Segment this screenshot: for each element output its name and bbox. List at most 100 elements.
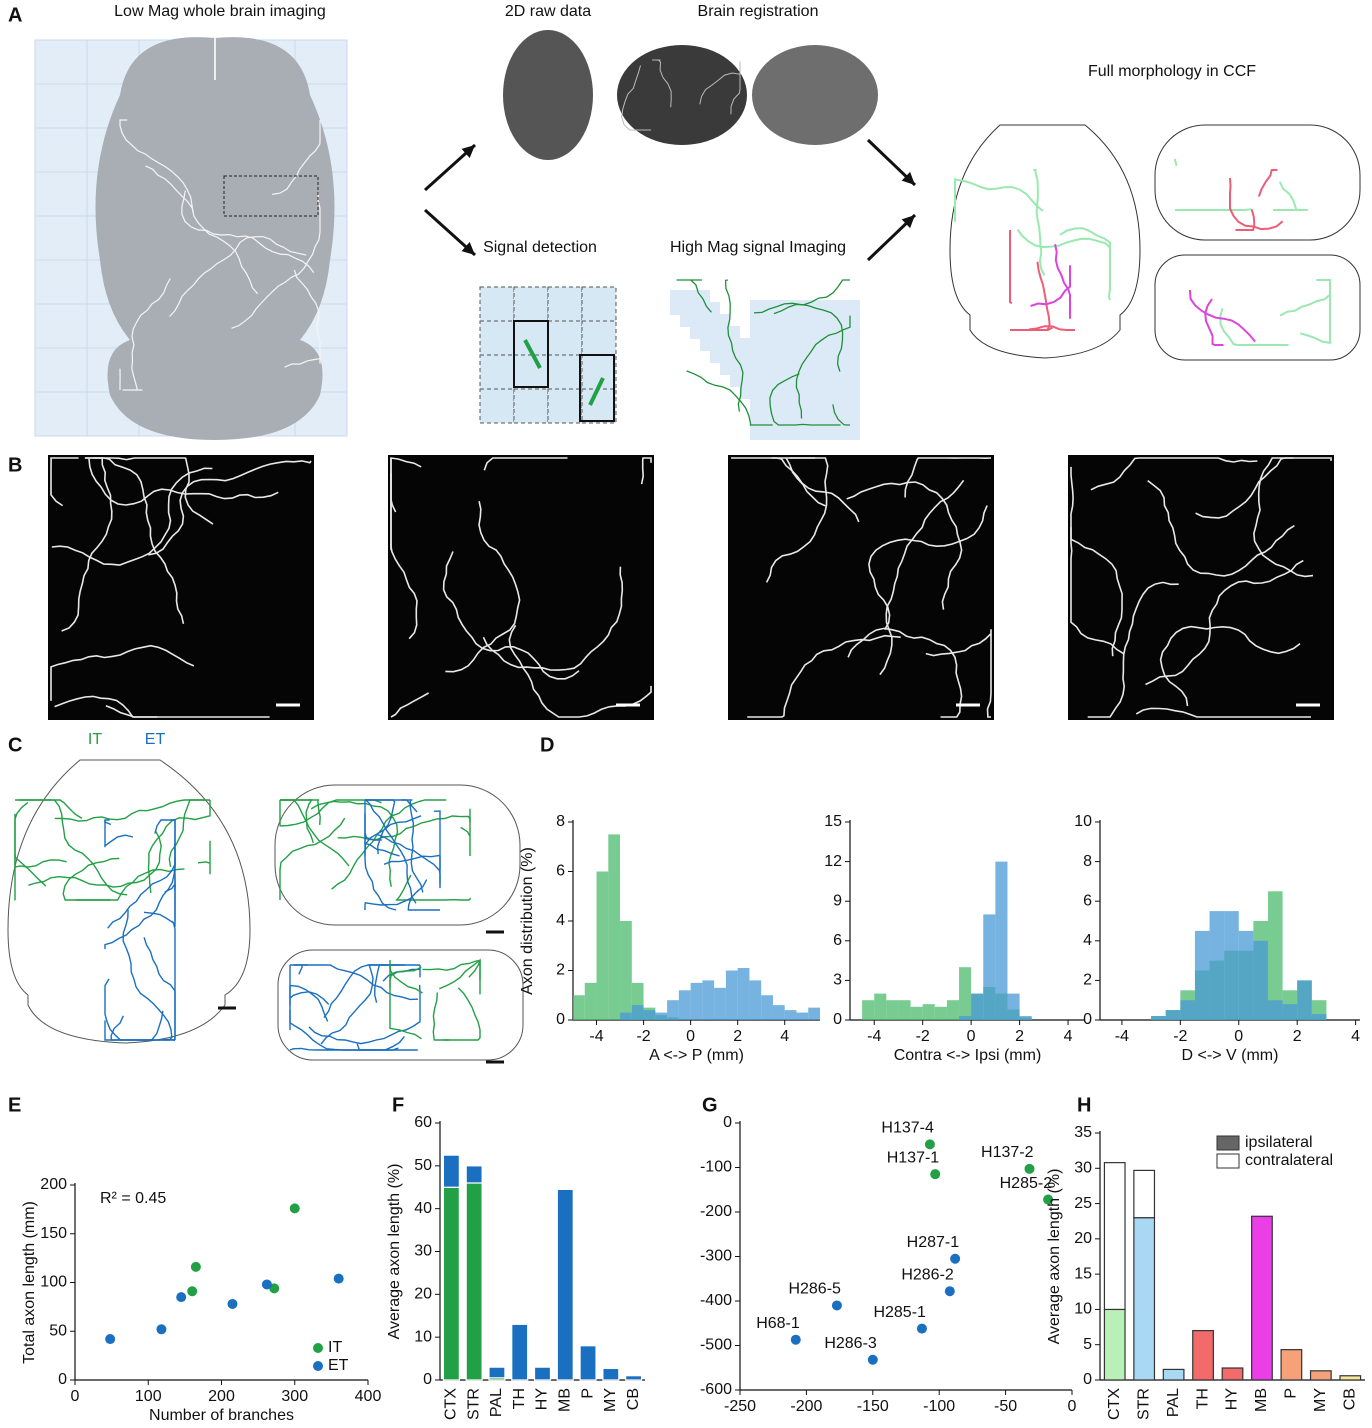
neurite bbox=[640, 457, 652, 485]
x-tick-label: -50 bbox=[994, 1398, 1017, 1415]
brain-outline bbox=[7, 759, 251, 1044]
x-axis-title: Number of branches bbox=[149, 1407, 294, 1424]
neurite bbox=[1070, 466, 1123, 657]
histogram-bar bbox=[784, 1010, 797, 1020]
neurite bbox=[868, 505, 988, 631]
x-tick-label: P bbox=[579, 1388, 596, 1399]
x-tick-label: STR bbox=[465, 1388, 482, 1420]
signal bbox=[523, 339, 542, 369]
neurite bbox=[310, 800, 399, 887]
point-label: H137-1 bbox=[887, 1149, 940, 1166]
y-tick-label: -600 bbox=[700, 1381, 732, 1398]
neurite bbox=[699, 67, 741, 105]
x-tick-label: CTX bbox=[1106, 1388, 1123, 1420]
bar bbox=[1192, 1329, 1214, 1381]
y-tick-label: 8 bbox=[556, 813, 565, 830]
neurite bbox=[364, 897, 413, 910]
y-tick-label: -200 bbox=[700, 1203, 732, 1220]
neurite bbox=[389, 966, 422, 989]
histogram-bar bbox=[1297, 980, 1312, 1020]
y-tick-label: 50 bbox=[49, 1322, 67, 1339]
bar bbox=[1103, 1162, 1126, 1311]
arrow-head bbox=[461, 145, 475, 158]
histogram-bar bbox=[995, 861, 1008, 1020]
legend-marker bbox=[313, 1343, 323, 1353]
tile bbox=[34, 215, 88, 261]
neurite bbox=[1235, 209, 1256, 231]
bar bbox=[579, 1345, 597, 1381]
histogram-bar bbox=[761, 995, 773, 1020]
x-tick-label: 0 bbox=[967, 1028, 976, 1045]
bar bbox=[1221, 1367, 1244, 1381]
x-tick-label: 0 bbox=[1068, 1398, 1077, 1415]
x-tick-label: 0 bbox=[686, 1028, 695, 1045]
neurite bbox=[28, 830, 162, 888]
neurite bbox=[1219, 308, 1289, 346]
point bbox=[930, 1169, 941, 1180]
neurite bbox=[289, 965, 330, 1005]
neurite bbox=[1135, 707, 1311, 718]
histogram-bar bbox=[1180, 1000, 1195, 1020]
caption: Signal detection bbox=[483, 239, 597, 256]
y-tick-label: 25 bbox=[1074, 1195, 1092, 1212]
neurite bbox=[104, 1010, 164, 1041]
point bbox=[950, 1253, 961, 1264]
neurite bbox=[1028, 325, 1075, 331]
point bbox=[944, 1286, 955, 1297]
neurite bbox=[847, 627, 963, 718]
neurite bbox=[85, 457, 185, 624]
y-tick-label: 150 bbox=[40, 1225, 67, 1242]
histogram-bar bbox=[643, 1010, 656, 1020]
histogram-bar bbox=[749, 980, 762, 1020]
y-tick-label: 2 bbox=[556, 962, 565, 979]
point bbox=[333, 1273, 344, 1284]
neurite bbox=[122, 278, 171, 391]
tile bbox=[750, 300, 860, 440]
y-tick-label: 10 bbox=[1074, 1301, 1092, 1318]
arrow-head bbox=[901, 171, 915, 185]
y-tick-label: 0 bbox=[423, 1371, 432, 1388]
neurite bbox=[377, 833, 441, 889]
bar bbox=[442, 1154, 460, 1188]
x-axis-title: D <-> V (mm) bbox=[1182, 1047, 1279, 1064]
histogram-bar bbox=[608, 834, 621, 1020]
box bbox=[579, 354, 615, 422]
roi bbox=[223, 175, 319, 217]
neurite bbox=[390, 457, 422, 551]
point bbox=[190, 1261, 201, 1272]
neurite bbox=[1033, 169, 1046, 276]
histogram-bar bbox=[702, 980, 715, 1020]
x-tick-label: -2 bbox=[636, 1028, 650, 1045]
neurite bbox=[773, 279, 850, 315]
bar bbox=[1133, 1217, 1156, 1381]
panel-label: H bbox=[1077, 1094, 1091, 1116]
point bbox=[105, 1334, 116, 1345]
bar bbox=[1162, 1368, 1185, 1381]
x-tick-label: -4 bbox=[1115, 1028, 1129, 1045]
histogram-bar bbox=[934, 1006, 947, 1020]
bar bbox=[556, 1188, 574, 1381]
histogram-bar bbox=[874, 993, 887, 1020]
histogram-bar bbox=[1151, 1016, 1166, 1020]
neurite bbox=[51, 467, 213, 566]
x-tick-label: P bbox=[1283, 1388, 1300, 1399]
neurite bbox=[686, 370, 773, 426]
bar bbox=[488, 1366, 506, 1379]
neurite bbox=[1147, 479, 1295, 577]
neurite bbox=[284, 269, 321, 368]
bar bbox=[1309, 1370, 1332, 1381]
histogram-bar bbox=[898, 1000, 911, 1020]
it-label: IT bbox=[88, 731, 102, 748]
neurite bbox=[753, 302, 844, 372]
tile bbox=[581, 286, 617, 322]
neurite bbox=[171, 858, 176, 928]
histogram-bar bbox=[886, 1000, 899, 1020]
neurite bbox=[1030, 265, 1071, 307]
histogram-bar bbox=[971, 993, 984, 1020]
histogram-bar bbox=[1238, 930, 1254, 1020]
tile bbox=[547, 388, 583, 424]
tile bbox=[34, 259, 88, 305]
histogram-bar bbox=[631, 1005, 644, 1020]
neurite bbox=[925, 629, 992, 718]
histogram-bar bbox=[667, 1000, 679, 1020]
